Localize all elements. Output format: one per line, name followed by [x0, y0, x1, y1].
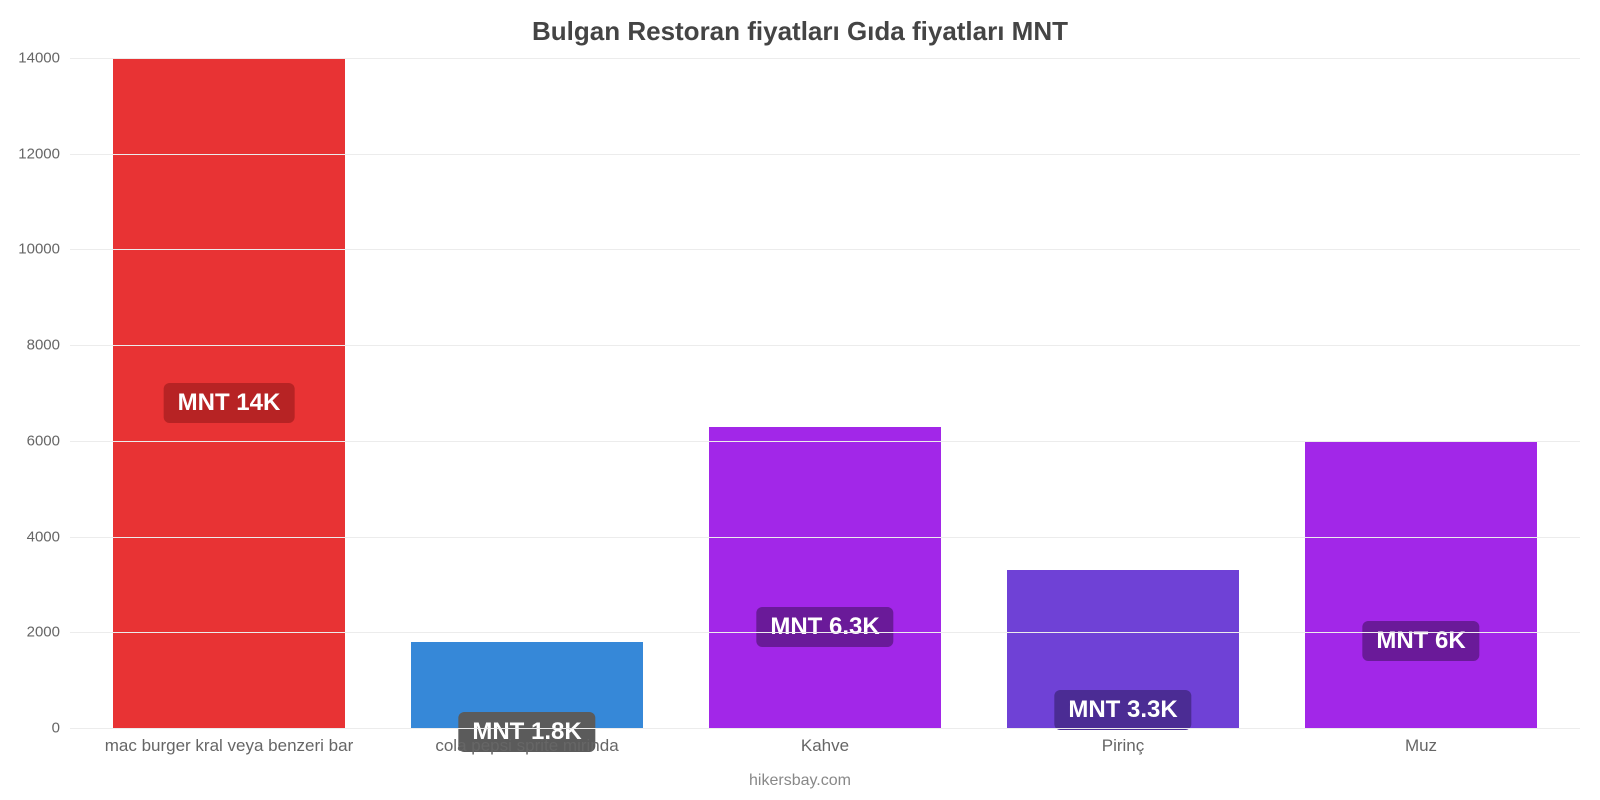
bar-slot: MNT 6.3K [676, 58, 974, 728]
gridline [70, 632, 1580, 633]
gridline [70, 58, 1580, 59]
chart-title: Bulgan Restoran fiyatları Gıda fiyatları… [0, 16, 1600, 47]
x-tick-label: cola pepsi sprite mirinda [378, 728, 676, 756]
gridline [70, 537, 1580, 538]
y-tick-label: 10000 [18, 241, 70, 258]
bar-value-badge: MNT 6K [1362, 621, 1479, 661]
x-axis: mac burger kral veya benzeri barcola pep… [70, 728, 1580, 756]
x-tick-label: mac burger kral veya benzeri bar [80, 728, 378, 756]
y-tick-label: 2000 [27, 624, 70, 641]
credit-text: hikersbay.com [0, 772, 1600, 790]
bar-value-badge: MNT 6.3K [756, 607, 893, 647]
y-tick-label: 0 [52, 720, 70, 737]
gridline [70, 441, 1580, 442]
plot-area: MNT 14KMNT 1.8KMNT 6.3KMNT 3.3KMNT 6K 02… [70, 58, 1580, 728]
bar-slot: MNT 3.3K [974, 58, 1272, 728]
bar: MNT 6.3K [709, 427, 941, 729]
y-tick-label: 8000 [27, 337, 70, 354]
x-tick-label: Muz [1272, 728, 1570, 756]
gridline [70, 249, 1580, 250]
x-tick-label: Kahve [676, 728, 974, 756]
y-tick-label: 12000 [18, 145, 70, 162]
gridline [70, 154, 1580, 155]
y-tick-label: 4000 [27, 528, 70, 545]
bar-slot: MNT 14K [80, 58, 378, 728]
bar: MNT 6K [1305, 441, 1537, 728]
x-tick-label: Pirinç [974, 728, 1272, 756]
bar-value-badge: MNT 3.3K [1054, 690, 1191, 730]
bar-value-badge: MNT 14K [164, 383, 295, 423]
bar: MNT 14K [113, 58, 345, 728]
bar: MNT 3.3K [1007, 570, 1239, 728]
gridline [70, 345, 1580, 346]
bar-slot: MNT 1.8K [378, 58, 676, 728]
bar: MNT 1.8K [411, 642, 643, 728]
bars-group: MNT 14K MNT 1.8K MNT 6.3K MNT 3.3K MNT 6K [70, 58, 1580, 728]
bar-slot: MNT 6K [1272, 58, 1570, 728]
chart-container: Bulgan Restoran fiyatları Gıda fiyatları… [0, 0, 1600, 800]
y-tick-label: 6000 [27, 432, 70, 449]
y-tick-label: 14000 [18, 50, 70, 67]
